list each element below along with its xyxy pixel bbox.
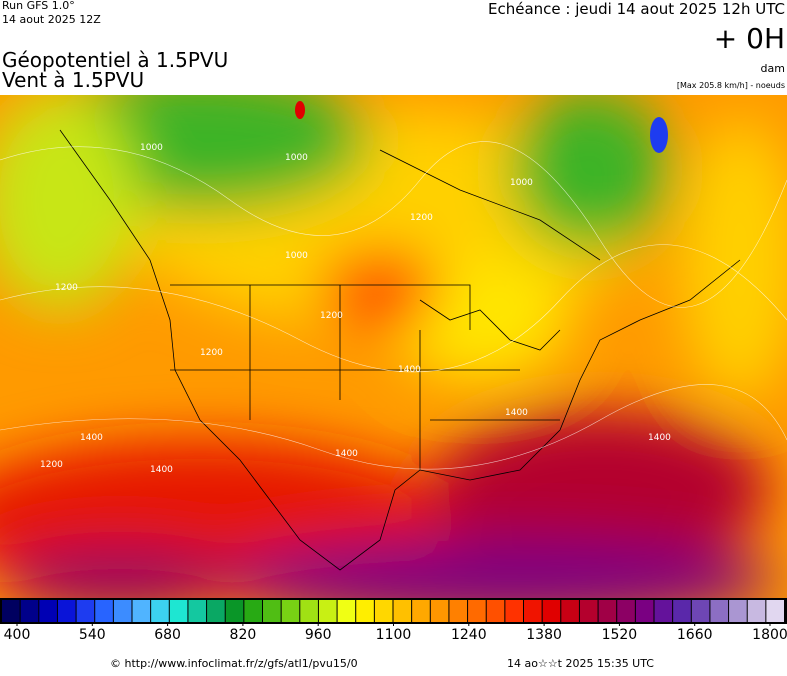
colorbar-cell	[20, 600, 39, 622]
colorbar-cell	[95, 600, 113, 622]
source: © http://www.infoclimat.fr/z/gfs/atl1/pv…	[110, 657, 358, 670]
colorbar-cell	[468, 600, 486, 622]
contour-label: 1000	[285, 153, 308, 163]
colorbar-label: 1520	[602, 627, 638, 643]
run-date: 14 aout 2025 12Z	[2, 13, 101, 26]
colorbar-label: 1240	[451, 627, 487, 643]
contour-label: 1400	[335, 449, 358, 459]
colorbar-cell	[710, 600, 729, 622]
generated: 14 ao☆☆t 2025 15:35 UTC	[507, 657, 654, 670]
colorbar-cell	[2, 600, 20, 622]
colorbar-cell	[579, 600, 598, 622]
colorbar-cell	[188, 600, 207, 622]
lead: + 0H	[714, 22, 785, 55]
colorbar-cell	[318, 600, 337, 622]
colorbar-cell	[76, 600, 95, 622]
contour-label: 1200	[40, 460, 63, 470]
colorbar-label: 820	[230, 627, 257, 643]
colorbar-cell	[654, 600, 673, 622]
colorbar-cell	[300, 600, 318, 622]
colorbar-cell	[132, 600, 151, 622]
colorbar-cell	[635, 600, 654, 622]
unit: dam	[761, 62, 785, 75]
colorbar-label: 400	[4, 627, 31, 643]
contour-label: 1200	[410, 213, 433, 223]
colorbar-cell	[486, 600, 505, 622]
colorbar-cell	[617, 600, 635, 622]
colorbar-cell	[113, 600, 132, 622]
colorbar-cell	[263, 600, 281, 622]
contour-label: 1000	[510, 178, 533, 188]
colorbar-cell	[57, 600, 76, 622]
contour-label: 1400	[398, 365, 421, 375]
contour-label: 1400	[648, 433, 671, 443]
colorbar-cell	[374, 600, 393, 622]
contour-label: 1400	[150, 465, 173, 475]
run: Run GFS 1.0°	[2, 0, 75, 12]
colorbar-cell	[151, 600, 169, 622]
colorbar-cell	[356, 600, 374, 622]
contour-label: 1200	[320, 311, 343, 321]
colorbar-label: 1100	[376, 627, 412, 643]
colorbar-label: 1660	[677, 627, 713, 643]
colorbar-cell	[561, 600, 579, 622]
colorbar-cell	[244, 600, 262, 622]
contour-label: 1200	[55, 283, 78, 293]
colorbar-cell	[337, 600, 356, 622]
max-wind: [Max 205.8 km/h] - noeuds	[677, 81, 785, 90]
colorbar-label: 1800	[752, 627, 787, 643]
subtitle: Vent à 1.5PVU	[2, 68, 144, 92]
colorbar-cell	[430, 600, 449, 622]
map: 1000 1000 1000 1000 1200 1200 1200 1200 1400 1400…	[0, 95, 787, 598]
colorbar-cell	[449, 600, 468, 622]
colorbar-label: 960	[305, 627, 332, 643]
colorbar-cell	[691, 600, 710, 622]
colorbar-cell	[766, 600, 784, 622]
contour-label: 1000	[140, 143, 163, 153]
colorbar-cell	[598, 600, 617, 622]
colorbar-label: 680	[154, 627, 181, 643]
colorbar-cell	[225, 600, 244, 622]
colorbar-cell	[281, 600, 300, 622]
forecast: Echéance : jeudi 14 aout 2025 12h UTC	[488, 0, 785, 18]
colorbar-cell	[505, 600, 523, 622]
colorbar-cell	[39, 600, 57, 622]
colorbar-cell	[542, 600, 561, 622]
contour-label: 1400	[505, 408, 528, 418]
contour-label: 1200	[200, 348, 223, 358]
colorbar-cell	[207, 600, 225, 622]
colorbar-label: 1380	[526, 627, 562, 643]
colorbar-cell	[169, 600, 188, 622]
colorbar-cell	[524, 600, 542, 622]
title: Géopotentiel à 1.5PVU	[2, 48, 228, 72]
colorbar-label: 540	[79, 627, 106, 643]
contour-label: 1400	[80, 433, 103, 443]
colorbar-cell	[673, 600, 691, 622]
colorbar-cell	[393, 600, 412, 622]
colorbar-cell	[729, 600, 747, 622]
colorbar-cell	[412, 600, 430, 622]
contour-label: 1000	[285, 251, 308, 261]
colorbar-cell	[747, 600, 766, 622]
